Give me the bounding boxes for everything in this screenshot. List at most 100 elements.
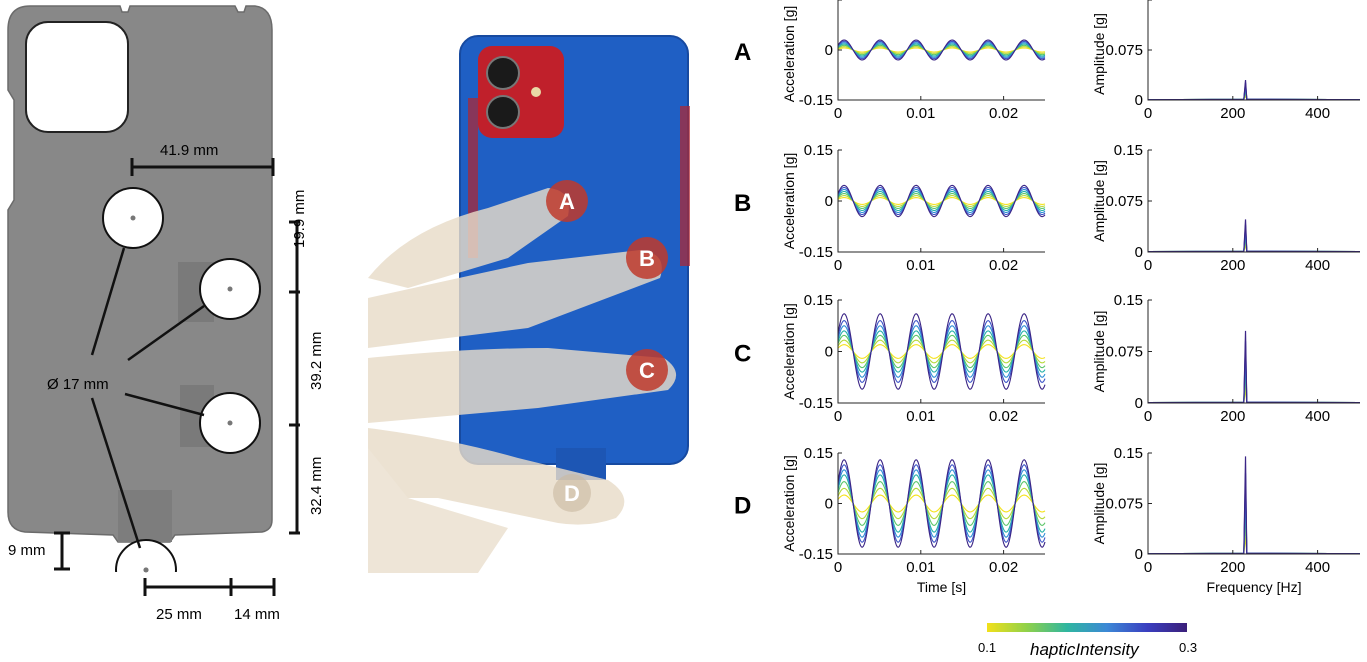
chart-C-spectrum [1147, 299, 1361, 404]
series-line [1147, 351, 1361, 404]
series-line [1147, 87, 1361, 101]
series-line [837, 188, 1046, 214]
y-tick-label: -0.15 [799, 244, 833, 261]
y-tick-label: 0.15 [1114, 445, 1143, 462]
camera-cutout [25, 21, 129, 133]
axis-lines [837, 300, 1045, 404]
series-line [1147, 510, 1361, 555]
chart-D-time [837, 452, 1046, 555]
x-tick-label: 0 [834, 559, 842, 576]
y-axis-label: Acceleration [g] [781, 6, 797, 103]
series-line [1147, 523, 1361, 555]
marker-a: A [546, 180, 588, 222]
y-tick-label: 0 [1135, 244, 1143, 261]
width-label: 41.9 mm [160, 142, 218, 159]
x-tick-label: 0 [1144, 257, 1152, 274]
marker-b: B [626, 237, 668, 279]
series-line [837, 184, 1046, 218]
series-line [837, 325, 1046, 378]
series-line [1147, 93, 1361, 101]
x-tick-label: 0.02 [989, 257, 1018, 274]
x-tick-label: 0 [1144, 559, 1152, 576]
series-line [837, 39, 1046, 61]
y-axis-label: Amplitude [g] [1091, 13, 1107, 95]
x-axis-label: Frequency [Hz] [1207, 579, 1302, 595]
phone-in-hand-photo: A B C D [368, 35, 690, 573]
series-line [1147, 341, 1361, 404]
series-line [1147, 228, 1361, 253]
y-tick-label: -0.15 [799, 546, 833, 563]
chart-A-time [837, 0, 1046, 101]
marker-c: C [626, 349, 668, 391]
y-axis-label: Acceleration [g] [781, 153, 797, 250]
finger-hole-c [199, 392, 261, 454]
bottom-right-label: 14 mm [234, 606, 280, 623]
series-line [1147, 85, 1361, 101]
x-tick-label: 400 [1305, 408, 1330, 425]
y-tick-label: 0 [1135, 395, 1143, 412]
y-tick-label: 0.15 [804, 292, 833, 309]
x-tick-label: 400 [1305, 257, 1330, 274]
series-line [1147, 486, 1361, 555]
y-axis-label: Acceleration [g] [781, 455, 797, 552]
series-line [1147, 361, 1361, 404]
row-label: C [734, 341, 751, 368]
y-tick-label: 0.15 [1114, 292, 1143, 309]
chart-B-spectrum [1147, 149, 1361, 253]
y-tick-label: 0.075 [1105, 193, 1143, 210]
axis-lines [1147, 300, 1360, 404]
series-line [1147, 232, 1361, 253]
marker-c-label: C [639, 358, 655, 383]
x-tick-label: 400 [1305, 559, 1330, 576]
chart-D-spectrum [1147, 452, 1361, 555]
marker-d: D [553, 474, 591, 512]
colorbar-label: hapticIntensity [1030, 640, 1140, 659]
row-label: A [734, 39, 751, 66]
marker-b-label: B [639, 246, 655, 271]
camera-lens-icon [486, 95, 520, 129]
y-tick-label: 0.15 [804, 445, 833, 462]
series-line [1147, 389, 1361, 404]
chart-C-time [837, 299, 1046, 404]
x-tick-label: 0.01 [906, 559, 935, 576]
series-line [837, 313, 1046, 390]
y-tick-label: -0.15 [799, 395, 833, 412]
colorbar-min: 0.1 [978, 640, 996, 655]
series-line [1147, 245, 1361, 253]
y-tick-label: 0.075 [1105, 42, 1143, 59]
x-tick-label: 200 [1220, 105, 1245, 122]
x-tick-label: 0.02 [989, 105, 1018, 122]
seg2-label: 39.2 mm [308, 331, 325, 390]
chart-B-time [837, 149, 1046, 253]
seg3-label: 32.4 mm [308, 456, 325, 515]
y-tick-label: 0.15 [1114, 142, 1143, 159]
y-tick-label: 0 [1135, 92, 1143, 109]
y-tick-label: 0 [825, 344, 833, 361]
y-tick-label: 0 [1135, 546, 1143, 563]
y-tick-label: 0 [825, 42, 833, 59]
x-tick-label: 0.01 [906, 408, 935, 425]
y-tick-label: 0.075 [1105, 344, 1143, 361]
x-tick-label: 200 [1220, 408, 1245, 425]
finger-hole-b [199, 258, 261, 320]
series-line [1147, 82, 1361, 101]
row-label: D [734, 493, 751, 520]
series-line [837, 464, 1046, 543]
x-tick-label: 0 [834, 105, 842, 122]
y-tick-label: -0.15 [799, 92, 833, 109]
width-dimension [130, 158, 275, 176]
y-tick-label: 0 [825, 496, 833, 513]
colorbar-gradient [987, 623, 1187, 632]
bottom-dimension [143, 578, 276, 596]
series-line [1147, 236, 1361, 253]
series-line [837, 469, 1046, 538]
series-line [837, 319, 1046, 384]
axis-lines [837, 150, 1045, 253]
y-axis-label: Acceleration [g] [781, 303, 797, 400]
y-tick-label: 0.15 [804, 142, 833, 159]
y-axis-label: Amplitude [g] [1091, 311, 1107, 393]
case-dimension-diagram: Ø 17 mm 41.9 mm 25 mm 14 mm 9 mm [7, 5, 300, 623]
axis-lines [1147, 453, 1360, 555]
diameter-label: Ø 17 mm [47, 376, 109, 393]
